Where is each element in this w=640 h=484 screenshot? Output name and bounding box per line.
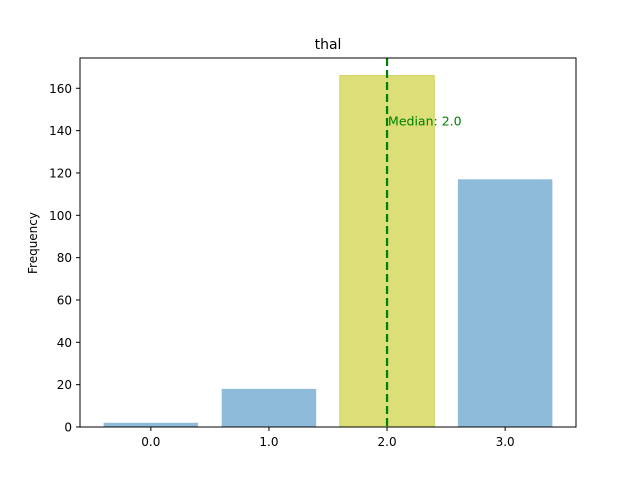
y-tick-label: 20 bbox=[57, 378, 72, 392]
median-layer: Median: 2.0 bbox=[385, 58, 462, 427]
y-axis-label: Frequency bbox=[26, 212, 40, 274]
bar-1.0 bbox=[221, 388, 317, 427]
y-tick-label: 140 bbox=[49, 124, 72, 138]
y-tick-label: 80 bbox=[57, 251, 72, 265]
y-tick-label: 160 bbox=[49, 82, 72, 96]
x-ticks-layer: 0.0 1.0 2.0 3.0 bbox=[141, 427, 515, 449]
y-tick-label: 100 bbox=[49, 209, 72, 223]
chart-title: thal bbox=[315, 37, 342, 53]
x-tick-label: 1.0 bbox=[259, 435, 278, 449]
bar-3.0 bbox=[457, 179, 553, 427]
x-tick-label: 3.0 bbox=[496, 435, 515, 449]
median-label: Median: 2.0 bbox=[388, 114, 462, 129]
x-tick-label: 2.0 bbox=[378, 435, 397, 449]
plot-frame bbox=[79, 57, 577, 428]
axes-layer bbox=[79, 57, 577, 428]
y-tick-label: 40 bbox=[57, 336, 72, 350]
y-tick-label: 60 bbox=[57, 293, 72, 307]
bar-0.0 bbox=[103, 422, 199, 427]
y-tick-label: 0 bbox=[64, 421, 72, 435]
bars-layer bbox=[103, 75, 553, 428]
y-tick-label: 120 bbox=[49, 166, 72, 180]
y-ticks-layer: 0 20 40 60 80 100 120 140 160 bbox=[49, 82, 80, 435]
x-tick-label: 0.0 bbox=[141, 435, 160, 449]
